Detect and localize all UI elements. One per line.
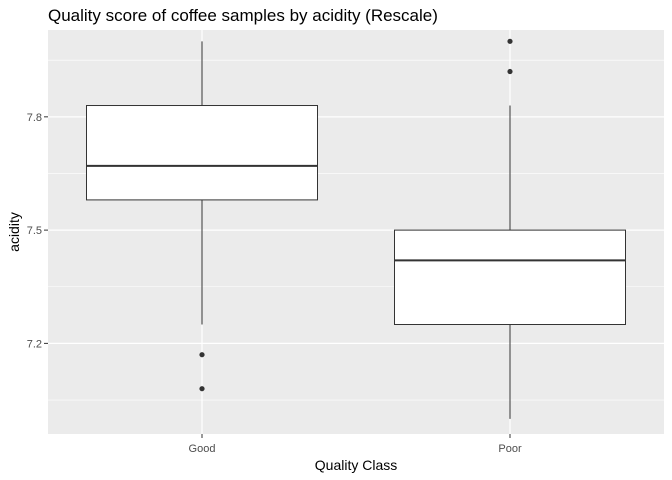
iqr-box	[86, 105, 318, 201]
box-good	[86, 41, 318, 392]
y-tick-label: 7.2	[27, 338, 42, 350]
y-tick-label: 7.8	[27, 112, 42, 124]
outlier-point	[507, 38, 513, 44]
iqr-box	[394, 229, 626, 326]
x-axis: Good Poor	[189, 434, 522, 455]
chart-title: Quality score of coffee samples by acidi…	[48, 6, 438, 25]
outlier-point	[507, 68, 513, 75]
x-axis-title: Quality Class	[315, 457, 397, 473]
y-axis-title: acidity	[6, 212, 22, 252]
x-tick-label: Good	[189, 443, 216, 455]
outlier-point	[199, 386, 205, 392]
y-tick-label: 7.5	[27, 225, 42, 237]
x-tick-label: Poor	[498, 443, 522, 455]
y-axis: 7.2 7.5 7.8	[27, 112, 48, 350]
box-poor	[394, 38, 626, 419]
boxplot-series	[86, 38, 626, 419]
outlier-point	[199, 352, 205, 358]
